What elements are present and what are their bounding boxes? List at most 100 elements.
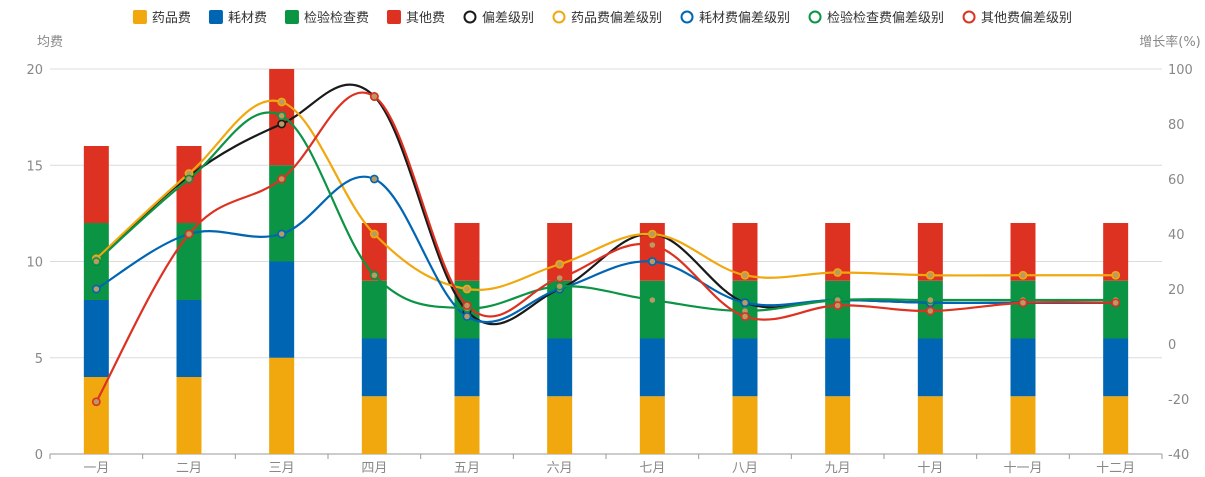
legend-swatch — [808, 10, 822, 24]
bar-耗材费 — [454, 338, 480, 397]
bar-耗材费 — [825, 338, 851, 397]
right-tick-label: 80 — [1168, 118, 1185, 133]
x-tick-label: 四月 — [361, 461, 387, 476]
legend-item-耗材费偏差级别[interactable]: 耗材费偏差级别 — [680, 10, 791, 26]
right-axis-label: 增长率(%) — [1139, 34, 1201, 50]
bar-药品费 — [825, 396, 851, 454]
x-tick-label: 一月 — [83, 461, 109, 476]
left-axis-ticks: 0 5 10 15 20 — [26, 63, 43, 463]
bar-药品费 — [639, 396, 665, 454]
point-药品费偏差级别 — [462, 284, 472, 294]
bar-耗材费 — [83, 300, 109, 377]
point-耗材费偏差级别 — [740, 298, 750, 308]
x-tick-label: 七月 — [639, 461, 665, 476]
point-其他费偏差级别 — [1018, 298, 1028, 308]
bar-耗材费 — [269, 261, 295, 358]
legend-item-其他费[interactable]: 其他费 — [386, 10, 445, 26]
bar-检验检查费 — [1103, 280, 1129, 339]
legend-label: 检验检查费 — [304, 10, 369, 26]
point-药品费偏差级别 — [647, 229, 657, 239]
legend-label: 耗材费偏差级别 — [699, 11, 790, 26]
point-耗材费偏差级别 — [462, 312, 472, 321]
left-axis-label: 均费 — [37, 35, 63, 50]
right-tick-label: 20 — [1168, 283, 1185, 298]
x-tick-label: 三月 — [269, 461, 295, 476]
legend-label: 药品费偏差级别 — [571, 11, 662, 26]
point-药品费偏差级别 — [277, 97, 287, 107]
right-axis-ticks: -40 -20 0 20 40 60 80 100 — [1168, 63, 1193, 463]
bar-药品费 — [547, 396, 573, 454]
point-其他费偏差级别 — [555, 273, 565, 283]
bar-耗材费 — [1010, 338, 1036, 397]
left-tick-label: 0 — [35, 448, 43, 463]
point-检验检查费偏差级别 — [277, 111, 287, 121]
legend-swatch — [132, 10, 147, 24]
point-药品费偏差级别 — [1018, 270, 1028, 280]
legend-item-耗材费[interactable]: 耗材费 — [208, 10, 267, 26]
point-药品费偏差级别 — [369, 229, 379, 239]
legend-swatch — [680, 10, 694, 24]
x-tick-label: 五月 — [454, 461, 480, 476]
bar-耗材费 — [732, 338, 758, 397]
point-药品费偏差级别 — [555, 259, 565, 269]
x-tick-label: 八月 — [732, 461, 758, 476]
bar-药品费 — [269, 357, 295, 454]
line-检验检查费偏差级别 — [95, 111, 1116, 313]
right-tick-label: 60 — [1168, 173, 1185, 188]
point-检验检查费偏差级别 — [91, 257, 101, 266]
right-tick-label: 0 — [1168, 338, 1176, 353]
x-tick-label: 九月 — [825, 461, 851, 476]
legend-item-检验检查费偏差级别[interactable]: 检验检查费偏差级别 — [808, 10, 945, 26]
point-耗材费偏差级别 — [647, 257, 657, 266]
legend-swatch — [386, 10, 401, 24]
bar-药品费 — [732, 396, 758, 454]
bar-检验检查费 — [639, 280, 665, 339]
bar-检验检查费 — [1010, 280, 1036, 339]
legend-label: 药品费 — [152, 11, 191, 26]
point-偏差级别 — [277, 119, 287, 129]
point-药品费偏差级别 — [925, 270, 935, 280]
legend-item-检验检查费[interactable]: 检验检查费 — [284, 10, 369, 26]
legend-item-药品费[interactable]: 药品费 — [132, 10, 191, 26]
point-其他费偏差级别 — [91, 397, 101, 407]
point-检验检查费偏差级别 — [555, 281, 565, 291]
point-其他费偏差级别 — [277, 174, 287, 184]
bar-药品费 — [83, 377, 109, 454]
bar-耗材费 — [547, 338, 573, 397]
point-检验检查费偏差级别 — [184, 174, 194, 184]
legend-label: 偏差级别 — [482, 11, 534, 26]
bar-药品费 — [1010, 396, 1036, 454]
point-其他费偏差级别 — [740, 312, 750, 321]
bar-耗材费 — [639, 338, 665, 397]
right-tick-label: -40 — [1168, 448, 1189, 463]
left-tick-label: 5 — [35, 352, 43, 367]
point-其他费偏差级别 — [184, 229, 194, 239]
x-tick-label: 六月 — [547, 461, 573, 476]
bar-耗材费 — [917, 338, 943, 397]
bar-耗材费 — [176, 300, 202, 377]
bar-其他费 — [176, 146, 202, 223]
legend-item-其他费偏差级别[interactable]: 其他费偏差级别 — [962, 10, 1073, 26]
bar-其他费 — [454, 223, 480, 281]
legend-item-药品费偏差级别[interactable]: 药品费偏差级别 — [552, 10, 663, 26]
point-耗材费偏差级别 — [91, 284, 101, 294]
bar-其他费 — [547, 223, 573, 281]
point-检验检查费偏差级别 — [925, 295, 935, 305]
bar-耗材费 — [1103, 338, 1129, 397]
left-tick-label: 10 — [26, 256, 43, 271]
bar-检验检查费 — [361, 280, 387, 339]
legend-swatch — [208, 10, 223, 24]
line-points-group — [91, 92, 1121, 407]
legend-label: 耗材费 — [228, 11, 267, 26]
x-axis-ticks: 一月 二月 三月 四月 五月 六月 七月 八月 九月 十月 十一月 十二月 — [49, 454, 1163, 476]
point-其他费偏差级别 — [462, 301, 472, 310]
right-tick-label: 40 — [1168, 228, 1185, 243]
point-耗材费偏差级别 — [369, 174, 379, 184]
point-耗材费偏差级别 — [277, 229, 287, 239]
left-tick-label: 15 — [26, 159, 43, 174]
bar-药品费 — [917, 396, 943, 454]
bar-药品费 — [361, 396, 387, 454]
legend-item-偏差级别[interactable]: 偏差级别 — [463, 10, 534, 26]
point-其他费偏差级别 — [369, 92, 379, 101]
